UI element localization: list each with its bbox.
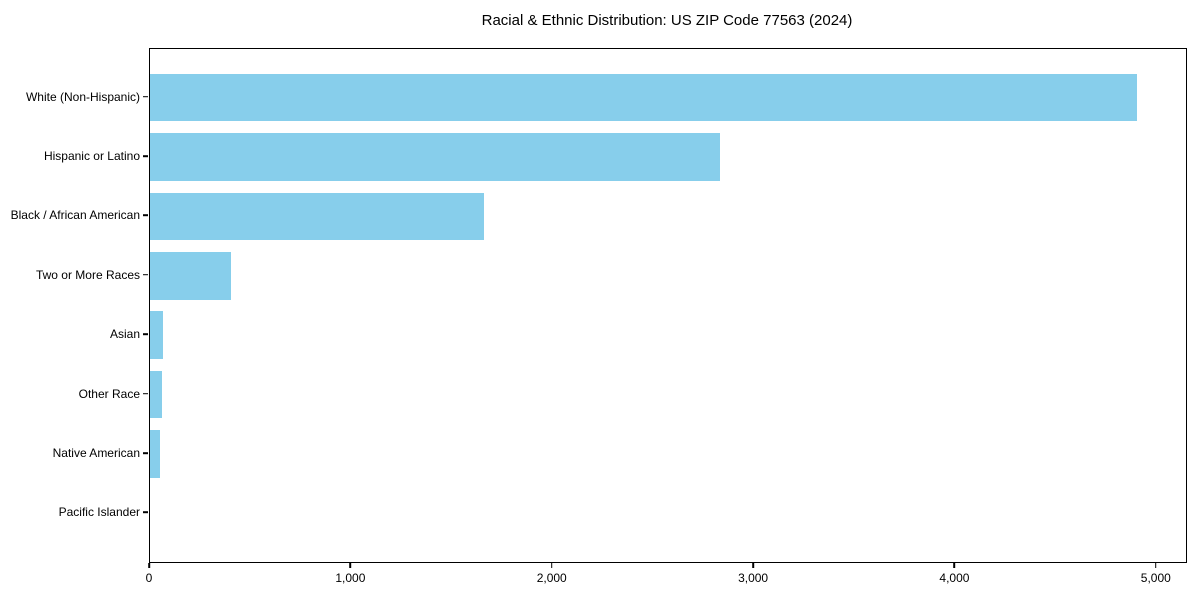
bar-white-non-hispanic bbox=[150, 73, 1137, 122]
x-tick-mark bbox=[148, 563, 150, 568]
x-tick-mark bbox=[752, 563, 754, 568]
y-tick-label-two-or-more-races: Two or More Races bbox=[35, 267, 140, 282]
y-tick-label-white-non-hispanic: White (Non-Hispanic) bbox=[25, 89, 140, 104]
y-tick-mark bbox=[143, 511, 148, 514]
x-tick-mark bbox=[349, 563, 352, 568]
x-tick-label-1-000: 1,000 bbox=[335, 571, 366, 585]
y-tick-label-hispanic-or-latino: Hispanic or Latino bbox=[43, 149, 140, 164]
x-tick-label-3-000: 3,000 bbox=[738, 571, 769, 585]
bar-black-african-american bbox=[150, 192, 485, 241]
bar-other-race bbox=[150, 370, 163, 419]
bar-asian bbox=[150, 311, 164, 359]
bar-native-american bbox=[150, 430, 161, 478]
chart-title: Racial & Ethnic Distribution: US ZIP Cod… bbox=[481, 12, 853, 29]
bar-hispanic-or-latino bbox=[150, 133, 720, 181]
y-tick-mark bbox=[143, 274, 148, 276]
plot-area bbox=[149, 48, 1187, 563]
x-tick-label-2-000: 2,000 bbox=[536, 571, 567, 585]
y-tick-label-native-american: Native American bbox=[52, 445, 140, 460]
x-tick-mark bbox=[953, 563, 956, 568]
x-tick-label-5-000: 5,000 bbox=[1140, 571, 1171, 585]
y-tick-label-other-race: Other Race bbox=[78, 386, 140, 401]
y-tick-label-asian: Asian bbox=[109, 327, 140, 342]
x-tick-label-4-000: 4,000 bbox=[939, 571, 970, 585]
y-tick-mark bbox=[143, 155, 148, 157]
y-tick-mark bbox=[143, 214, 148, 217]
y-tick-mark bbox=[143, 392, 148, 395]
y-tick-mark bbox=[143, 452, 148, 454]
y-tick-mark bbox=[143, 95, 148, 98]
x-tick-label-0: 0 bbox=[145, 571, 153, 585]
y-tick-mark bbox=[143, 333, 148, 335]
x-tick-mark bbox=[1155, 563, 1157, 568]
y-tick-label-pacific-islander: Pacific Islander bbox=[58, 505, 140, 520]
y-tick-label-black-african-american: Black / African American bbox=[10, 208, 140, 223]
bar-two-or-more-races bbox=[150, 252, 231, 300]
x-tick-mark bbox=[550, 563, 553, 568]
